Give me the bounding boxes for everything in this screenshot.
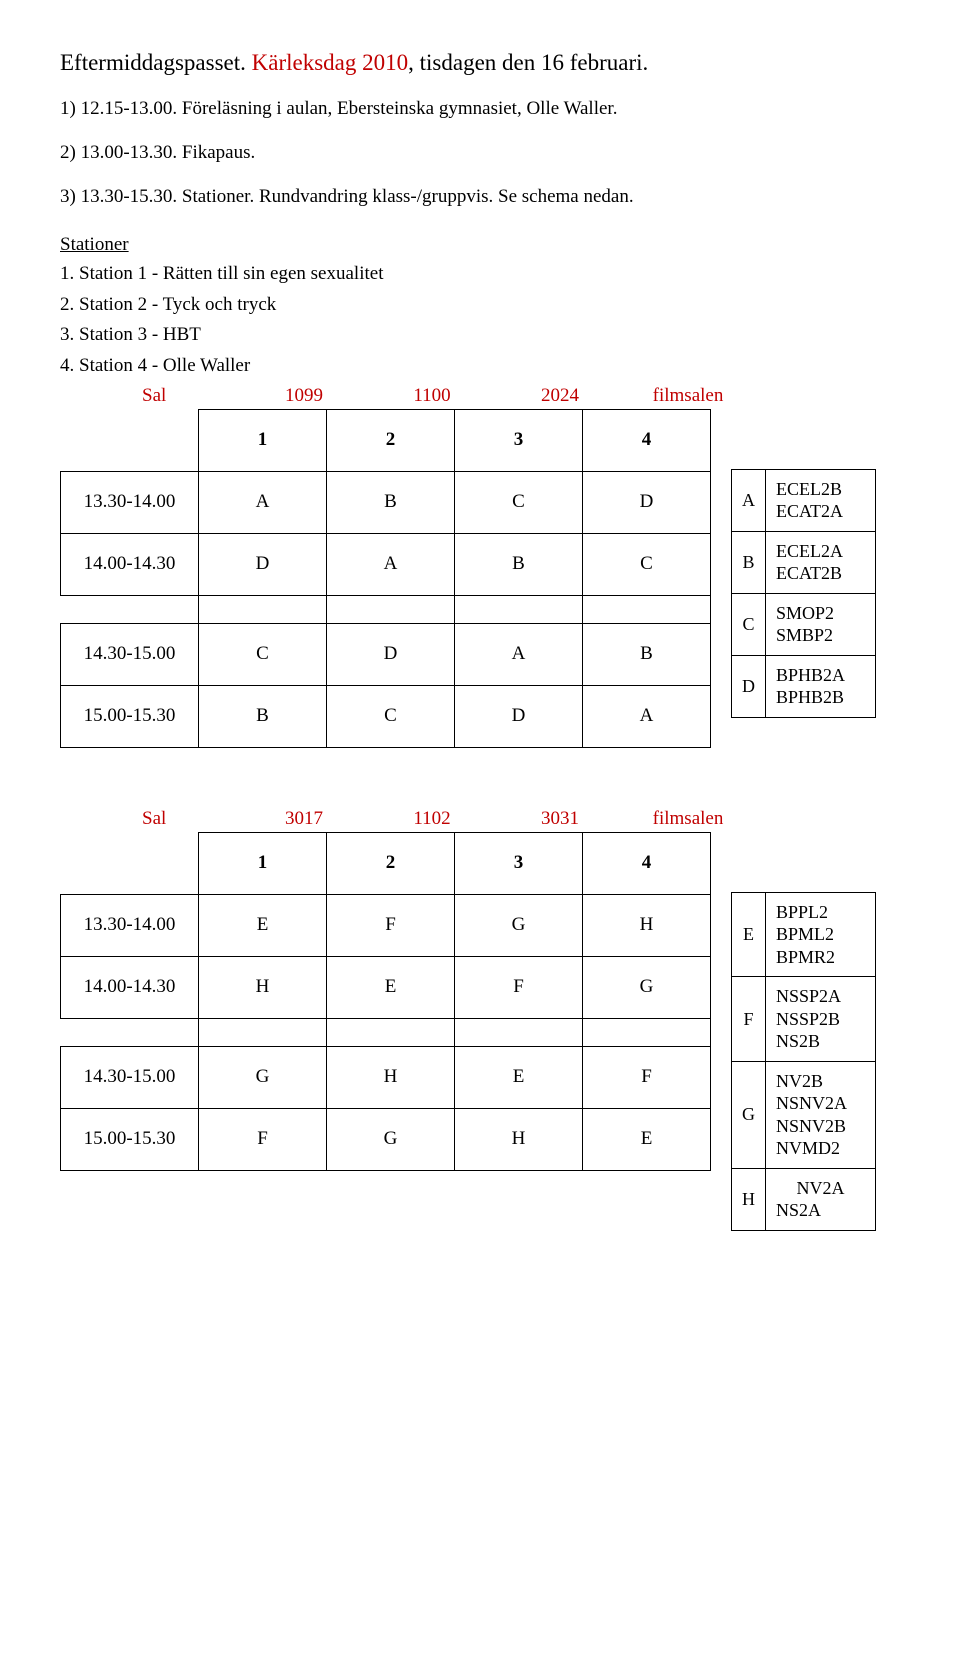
legend-table-1: A ECEL2B ECAT2A B ECEL2A ECAT2B C SMOP2 … — [731, 469, 876, 718]
time-1: 13.30-14.00 — [61, 471, 199, 533]
item-1: 1) 12.15-13.00. Föreläsning i aulan, Ebe… — [60, 98, 900, 120]
c-2-1: D — [199, 533, 327, 595]
hdr-4: 4 — [583, 409, 711, 471]
c-4-3: D — [455, 685, 583, 747]
d-1-2: F — [327, 894, 455, 956]
page-title: Eftermiddagspasset. Kärleksdag 2010, tis… — [60, 50, 900, 76]
item-3: 3) 13.30-15.30. Stationer. Rundvandring … — [60, 186, 900, 208]
c-3-1: C — [199, 623, 327, 685]
room-3: 2024 — [496, 385, 624, 407]
schedule-table-1: 1 2 3 4 13.30-14.00 A B C D 14.00-14.30 … — [60, 409, 711, 748]
c-4-1: B — [199, 685, 327, 747]
station-4: 4. Station 4 - Olle Waller — [60, 354, 900, 379]
c-1-3: C — [455, 471, 583, 533]
legend2-key-h: H — [732, 1168, 766, 1230]
c-2-2: A — [327, 533, 455, 595]
title-prefix: Eftermiddagspasset. — [60, 50, 252, 75]
d-2-4: G — [583, 956, 711, 1018]
room-2-1: 3017 — [240, 808, 368, 830]
hdr-3: 3 — [455, 409, 583, 471]
c-4-2: C — [327, 685, 455, 747]
c-2-4: C — [583, 533, 711, 595]
c-1-2: B — [327, 471, 455, 533]
legend2-val-g: NV2B NSNV2A NSNV2B NVMD2 — [766, 1061, 876, 1168]
c-1-1: A — [199, 471, 327, 533]
legend-val-a: ECEL2B ECAT2A — [766, 469, 876, 531]
room-2-4: filmsalen — [624, 808, 752, 830]
hdr-2: 2 — [327, 409, 455, 471]
d-3-2: H — [327, 1046, 455, 1108]
d-2-3: F — [455, 956, 583, 1018]
sal-label-2: Sal — [60, 808, 240, 830]
time2-4: 15.00-15.30 — [61, 1108, 199, 1170]
legend-key-d: D — [732, 655, 766, 717]
item-2: 2) 13.00-13.30. Fikapaus. — [60, 142, 900, 164]
c-3-2: D — [327, 623, 455, 685]
time-3: 14.30-15.00 — [61, 623, 199, 685]
station-3: 3. Station 3 - HBT — [60, 323, 900, 348]
schedule-table-2: 1 2 3 4 13.30-14.00 E F G H 14.00-14.30 … — [60, 832, 711, 1171]
sal-row-1: Sal 1099 1100 2024 filmsalen — [60, 385, 900, 407]
c-4-4: A — [583, 685, 711, 747]
legend-val-d: BPHB2A BPHB2B — [766, 655, 876, 717]
sal-label: Sal — [60, 385, 240, 407]
legend2-key-f: F — [732, 977, 766, 1062]
c-1-4: D — [583, 471, 711, 533]
hdr2-2: 2 — [327, 832, 455, 894]
legend-val-c: SMOP2 SMBP2 — [766, 593, 876, 655]
title-suffix: , tisdagen den 16 februari. — [408, 50, 648, 75]
d-4-3: H — [455, 1108, 583, 1170]
room-2-3: 3031 — [496, 808, 624, 830]
d-3-3: E — [455, 1046, 583, 1108]
time-4: 15.00-15.30 — [61, 685, 199, 747]
d-2-1: H — [199, 956, 327, 1018]
d-4-1: F — [199, 1108, 327, 1170]
c-2-3: B — [455, 533, 583, 595]
hdr2-3: 3 — [455, 832, 583, 894]
room-2: 1100 — [368, 385, 496, 407]
time2-3: 14.30-15.00 — [61, 1046, 199, 1108]
title-red: Kärleksdag 2010 — [252, 50, 409, 75]
d-2-2: E — [327, 956, 455, 1018]
legend-key-b: B — [732, 531, 766, 593]
d-4-2: G — [327, 1108, 455, 1170]
room-4: filmsalen — [624, 385, 752, 407]
legend2-val-f: NSSP2A NSSP2B NS2B — [766, 977, 876, 1062]
d-1-1: E — [199, 894, 327, 956]
room-1: 1099 — [240, 385, 368, 407]
time2-1: 13.30-14.00 — [61, 894, 199, 956]
stations-heading: Stationer — [60, 234, 900, 256]
c-3-3: A — [455, 623, 583, 685]
legend2-key-e: E — [732, 892, 766, 977]
hdr-1: 1 — [199, 409, 327, 471]
c-3-4: B — [583, 623, 711, 685]
hdr2-4: 4 — [583, 832, 711, 894]
station-1: 1. Station 1 - Rätten till sin egen sexu… — [60, 262, 900, 287]
d-1-4: H — [583, 894, 711, 956]
legend-key-a: A — [732, 469, 766, 531]
d-4-4: E — [583, 1108, 711, 1170]
legend2-val-h: NV2A NS2A — [766, 1168, 876, 1230]
legend-val-b: ECEL2A ECAT2B — [766, 531, 876, 593]
legend2-key-g: G — [732, 1061, 766, 1168]
room-2-2: 1102 — [368, 808, 496, 830]
legend2-val-e: BPPL2 BPML2 BPMR2 — [766, 892, 876, 977]
legend-table-2: E BPPL2 BPML2 BPMR2 F NSSP2A NSSP2B NS2B… — [731, 892, 876, 1231]
d-1-3: G — [455, 894, 583, 956]
time-2: 14.00-14.30 — [61, 533, 199, 595]
d-3-1: G — [199, 1046, 327, 1108]
hdr2-1: 1 — [199, 832, 327, 894]
station-2: 2. Station 2 - Tyck och tryck — [60, 293, 900, 318]
sal-row-2: Sal 3017 1102 3031 filmsalen — [60, 808, 900, 830]
d-3-4: F — [583, 1046, 711, 1108]
legend-key-c: C — [732, 593, 766, 655]
time2-2: 14.00-14.30 — [61, 956, 199, 1018]
